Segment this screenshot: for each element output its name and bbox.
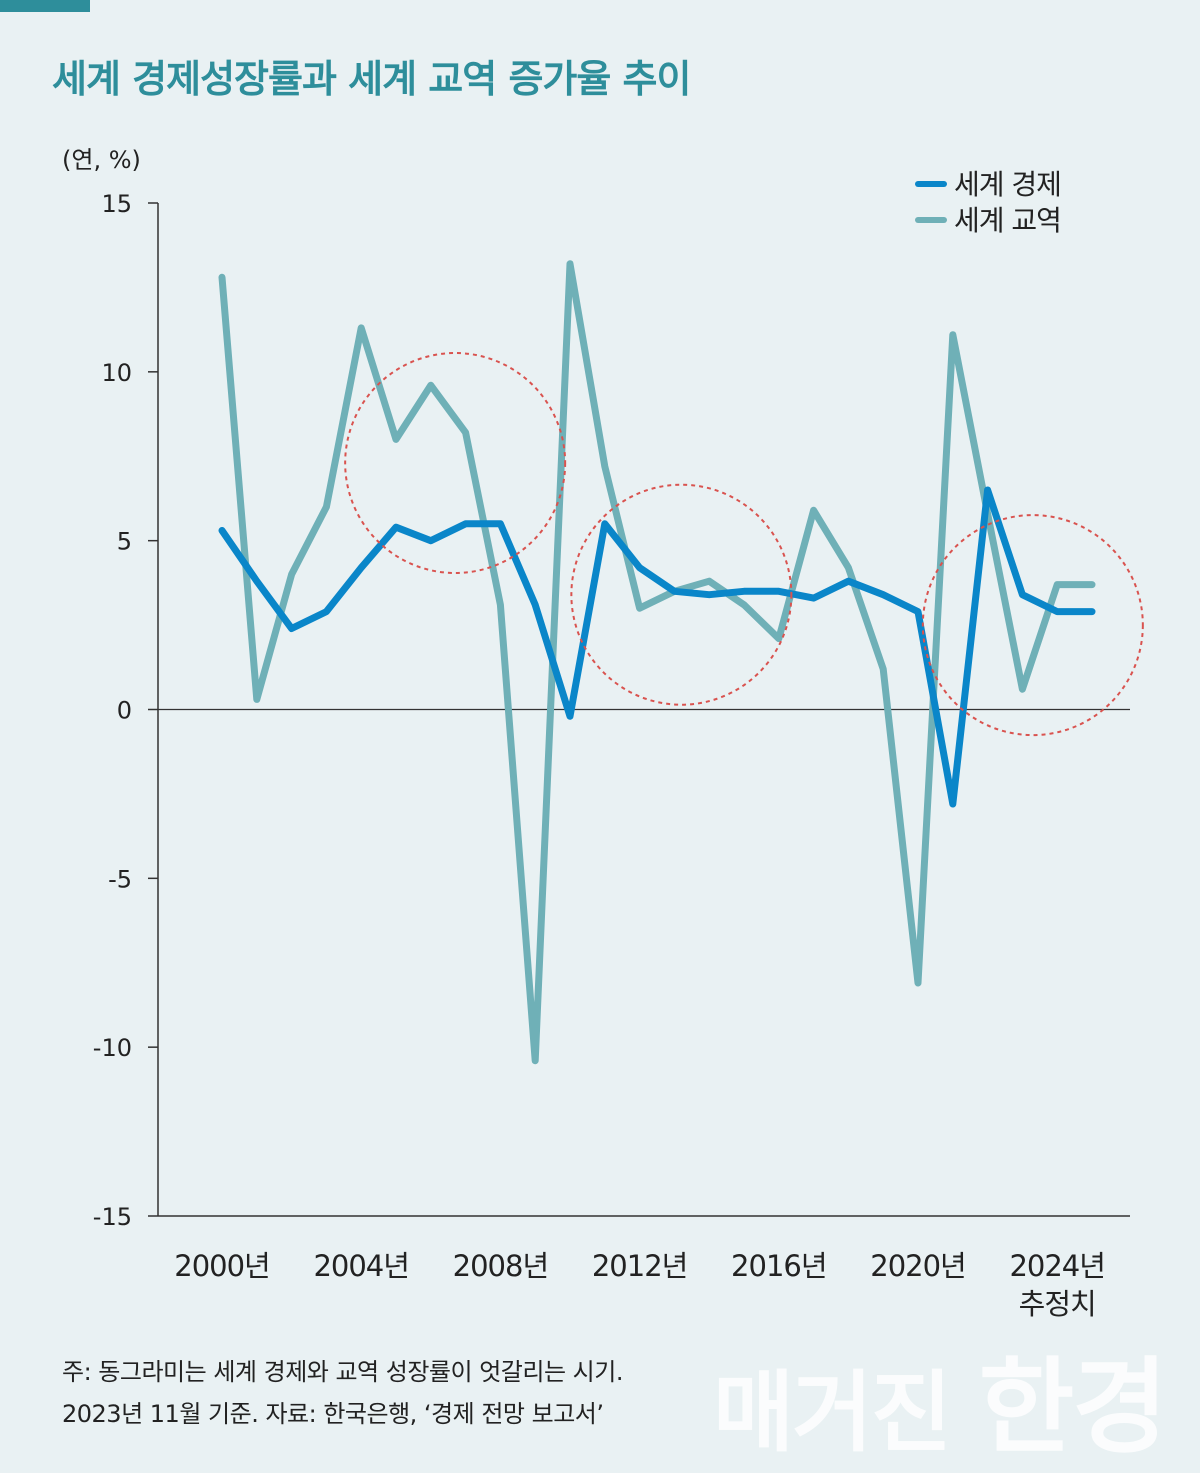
y-tick-label: -15 xyxy=(93,1203,132,1231)
y-tick-label: -10 xyxy=(93,1034,132,1062)
x-tick-label: 2008년 xyxy=(453,1249,548,1283)
legend-label: 세계 교역 xyxy=(954,204,1061,237)
x-tick-sublabel: 추정치 xyxy=(1019,1287,1096,1321)
x-tick-label: 2020년 xyxy=(870,1249,965,1283)
series-line-world-trade xyxy=(218,260,1096,1065)
y-tick-label: 0 xyxy=(117,697,132,725)
watermark-text-1: 매거진 xyxy=(713,1361,952,1464)
legend-label: 세계 경제 xyxy=(954,168,1061,201)
series-line-world-economy xyxy=(218,486,1096,808)
chart-title: 세계 경제성장률과 세계 교역 증가율 추이 xyxy=(52,57,691,101)
footnote-line-1: 주: 동그라미는 세계 경제와 교역 성장률이 엇갈리는 시기. xyxy=(62,1358,623,1386)
watermark-logo: 매거진 한경 xyxy=(713,1322,1168,1473)
x-tick-label: 2024년 xyxy=(1009,1249,1104,1283)
watermark-text-2: 한경 xyxy=(978,1346,1168,1468)
top-accent-bar xyxy=(0,0,90,12)
footnote-line-2: 2023년 11월 기준. 자료: 한국은행, ‘경제 전망 보고서’ xyxy=(62,1400,604,1428)
annotation-circle-1 xyxy=(344,352,567,575)
y-tick-label: -5 xyxy=(108,865,132,893)
annotation-circle-2 xyxy=(570,483,793,706)
y-unit-label: (연, %) xyxy=(62,146,141,174)
x-tick-label: 2016년 xyxy=(731,1249,826,1283)
x-tick-label: 2012년 xyxy=(592,1249,687,1283)
y-tick-label: 5 xyxy=(117,528,132,556)
x-tick-label: 2000년 xyxy=(174,1249,269,1283)
y-tick-label: 10 xyxy=(101,359,132,387)
x-tick-label: 2004년 xyxy=(313,1249,408,1283)
annotation-circle-3 xyxy=(921,514,1144,737)
y-tick-label: 15 xyxy=(101,190,132,218)
